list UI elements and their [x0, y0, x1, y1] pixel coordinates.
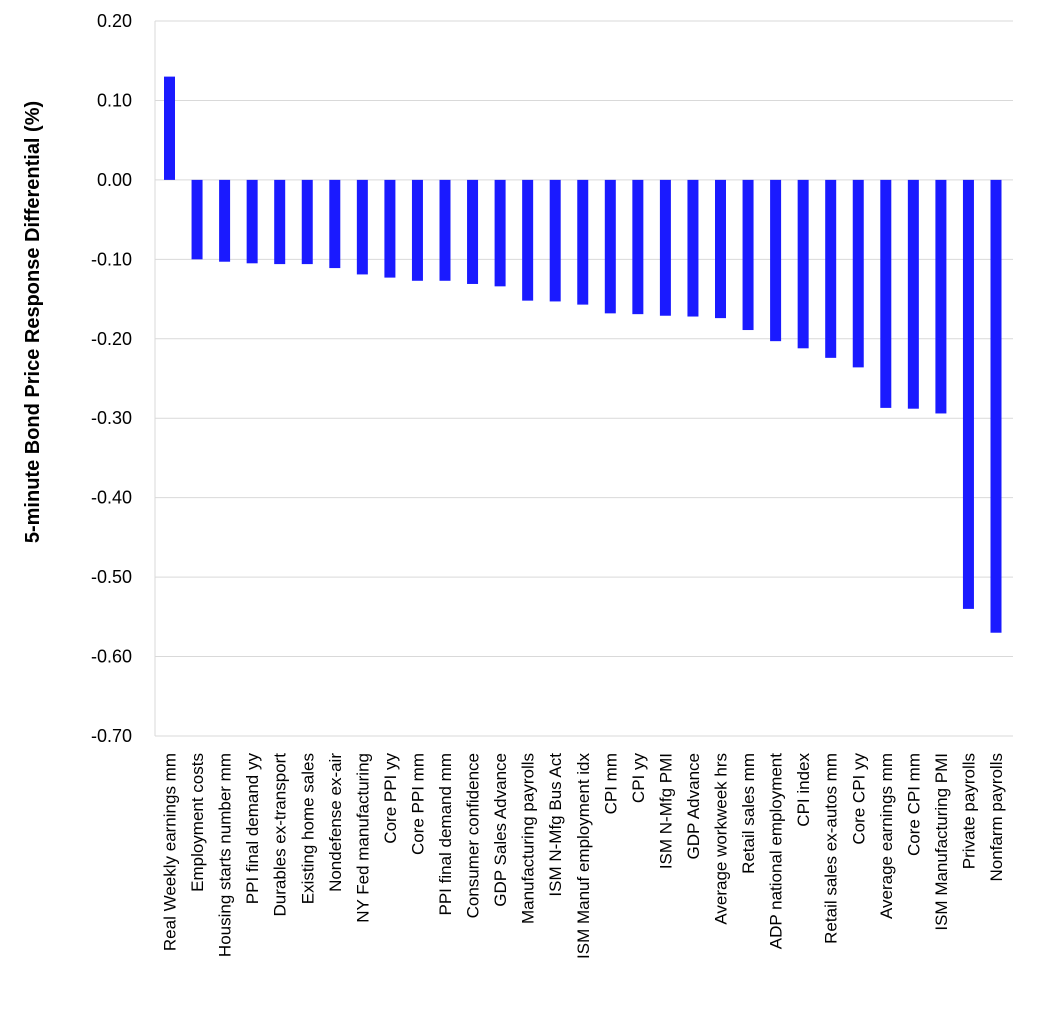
x-category-label: Retail sales ex-autos mm — [822, 753, 841, 944]
y-tick-label: 0.00 — [97, 170, 132, 190]
x-category-label: Manufacturing payrolls — [519, 753, 538, 924]
bar — [522, 179, 534, 301]
bar — [577, 179, 589, 305]
bar — [439, 179, 451, 281]
bar — [219, 179, 231, 262]
bar — [164, 76, 175, 180]
y-tick-label: 0.20 — [97, 11, 132, 31]
x-category-label: ISM Manuf employment idx — [574, 753, 593, 959]
bar — [659, 179, 671, 316]
bar — [467, 179, 479, 284]
y-axis-title: 5-minute Bond Price Response Differentia… — [22, 101, 44, 543]
bar — [191, 179, 203, 260]
x-category-label: Housing starts number mm — [216, 753, 235, 957]
bar — [990, 179, 1002, 633]
x-category-label: Real Weekly earnings mm — [161, 753, 180, 951]
bar — [742, 179, 754, 331]
x-category-label: Average earnings mm — [877, 753, 896, 919]
y-tick-label: 0.10 — [97, 90, 132, 110]
y-tick-label: -0.40 — [91, 488, 132, 508]
bar — [880, 179, 892, 408]
bar — [825, 179, 837, 358]
bar — [687, 179, 699, 317]
x-axis-category-labels: Real Weekly earnings mm Employment costs H… — [161, 753, 1007, 959]
bar — [356, 179, 368, 275]
bar — [411, 179, 423, 281]
x-category-label: Durables ex-transport — [271, 753, 290, 917]
y-tick-label: -0.10 — [91, 249, 132, 269]
x-category-label: Average workweek hrs — [712, 753, 731, 925]
bar — [549, 179, 561, 302]
x-category-label: PPI final demand yy — [243, 753, 262, 905]
bar — [384, 179, 396, 278]
x-category-label: ADP national employment — [767, 753, 786, 950]
x-category-label: ISM N-Mfg Bus Act — [546, 753, 565, 897]
bars — [164, 76, 1002, 633]
x-category-label: NY Fed manufacturing — [353, 753, 372, 923]
x-category-label: ISM Manufacturing PMI — [932, 753, 951, 931]
y-tick-label: -0.50 — [91, 567, 132, 587]
x-category-label: CPI index — [794, 753, 813, 827]
bar — [935, 179, 947, 414]
y-axis-tick-labels: 0.20 0.10 0.00 -0.10 -0.20 -0.30 -0.40 -0.50 -0.… — [91, 11, 132, 746]
x-category-label: Core CPI mm — [904, 753, 923, 856]
x-category-label: Private payrolls — [959, 753, 978, 869]
bar — [797, 179, 809, 349]
x-category-label: CPI yy — [629, 753, 648, 804]
x-category-label: Consumer confidence — [464, 753, 483, 918]
bar — [852, 179, 864, 368]
bar — [246, 179, 258, 264]
x-category-label: Nondefense ex-air — [326, 753, 345, 892]
x-category-label: GDP Advance — [684, 753, 703, 859]
x-category-label: GDP Sales Advance — [491, 753, 510, 907]
y-tick-label: -0.20 — [91, 329, 132, 349]
bar — [632, 179, 644, 315]
x-category-label: Core CPI yy — [849, 753, 868, 845]
y-tick-label: -0.30 — [91, 408, 132, 428]
x-category-label: ISM N-Mfg PMI — [656, 753, 675, 869]
y-tick-label: -0.70 — [91, 726, 132, 746]
x-category-label: Nonfarm payrolls — [987, 753, 1006, 882]
x-category-label: PPI final demand mm — [436, 753, 455, 916]
x-category-label: Retail sales mm — [739, 753, 758, 874]
x-category-label: Employment costs — [188, 753, 207, 892]
bar — [962, 179, 974, 609]
bar — [907, 179, 919, 409]
x-category-label: CPI mm — [601, 753, 620, 814]
bar — [494, 179, 506, 287]
bar — [715, 179, 726, 319]
bar — [329, 179, 341, 269]
bar — [301, 179, 313, 265]
bar — [770, 179, 782, 342]
y-tick-label: -0.60 — [91, 647, 132, 667]
bar — [274, 179, 286, 265]
x-category-label: Core PPI yy — [381, 753, 400, 844]
gridlines — [154, 20, 1013, 737]
x-category-label: Core PPI mm — [408, 753, 427, 855]
bar — [604, 179, 616, 314]
x-category-label: Existing home sales — [298, 753, 317, 904]
